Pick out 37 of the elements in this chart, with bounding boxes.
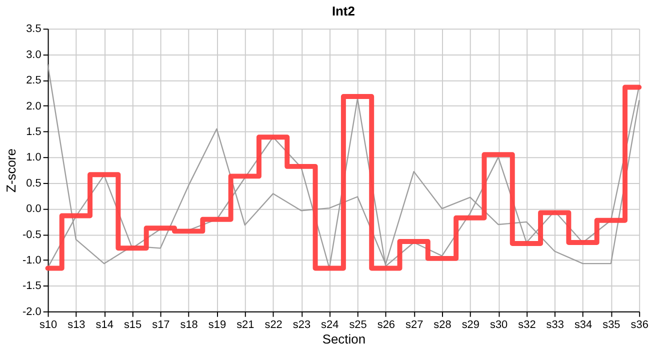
x-tick-label: s30	[490, 318, 508, 331]
x-axis-title: Section	[322, 332, 366, 347]
x-tick-label: s28	[434, 318, 452, 331]
x-tick-label: s25	[349, 318, 367, 331]
x-tick-label: s35	[602, 318, 620, 331]
y-tick-label: -1.0	[22, 254, 42, 266]
x-tick-label: s22	[264, 318, 282, 331]
y-tick-label: 1.0	[26, 152, 42, 164]
x-tick-label: s32	[518, 318, 536, 331]
y-tick-label: -1.5	[22, 280, 42, 292]
x-tick-label: s26	[377, 318, 395, 331]
x-tick-label: s34	[574, 318, 592, 331]
y-tick-label: 1.5	[26, 126, 42, 138]
x-tick-label: s33	[546, 318, 564, 331]
x-tick-label: s29	[462, 318, 480, 331]
y-tick-label: -2.0	[22, 306, 42, 318]
x-tick-label: s14	[96, 318, 114, 331]
y-tick-label: 0.0	[26, 203, 42, 216]
x-tick-label: s17	[152, 318, 170, 331]
y-tick-label: 0.5	[26, 177, 42, 190]
x-tick-label: s10	[39, 318, 58, 331]
x-tick-label: s36	[630, 318, 648, 331]
y-tick-label: 3.5	[26, 23, 42, 36]
y-tick-label: 2.0	[26, 100, 42, 112]
chart-title: Int2	[332, 4, 355, 19]
x-tick-label: s15	[124, 318, 142, 331]
y-tick-label: 3.0	[26, 48, 42, 61]
y-tick-label: 2.5	[26, 74, 42, 87]
x-tick-label: s23	[292, 318, 311, 331]
y-tick-label: -0.5	[22, 228, 42, 241]
x-tick-label: s18	[180, 318, 198, 331]
y-axis-title: Z-score	[3, 148, 18, 192]
x-tick-label: s24	[321, 318, 339, 331]
x-tick-label: s27	[406, 318, 424, 331]
x-tick-label: s21	[236, 318, 254, 331]
x-tick-label: s13	[68, 318, 86, 331]
x-tick-label: s19	[208, 318, 226, 331]
